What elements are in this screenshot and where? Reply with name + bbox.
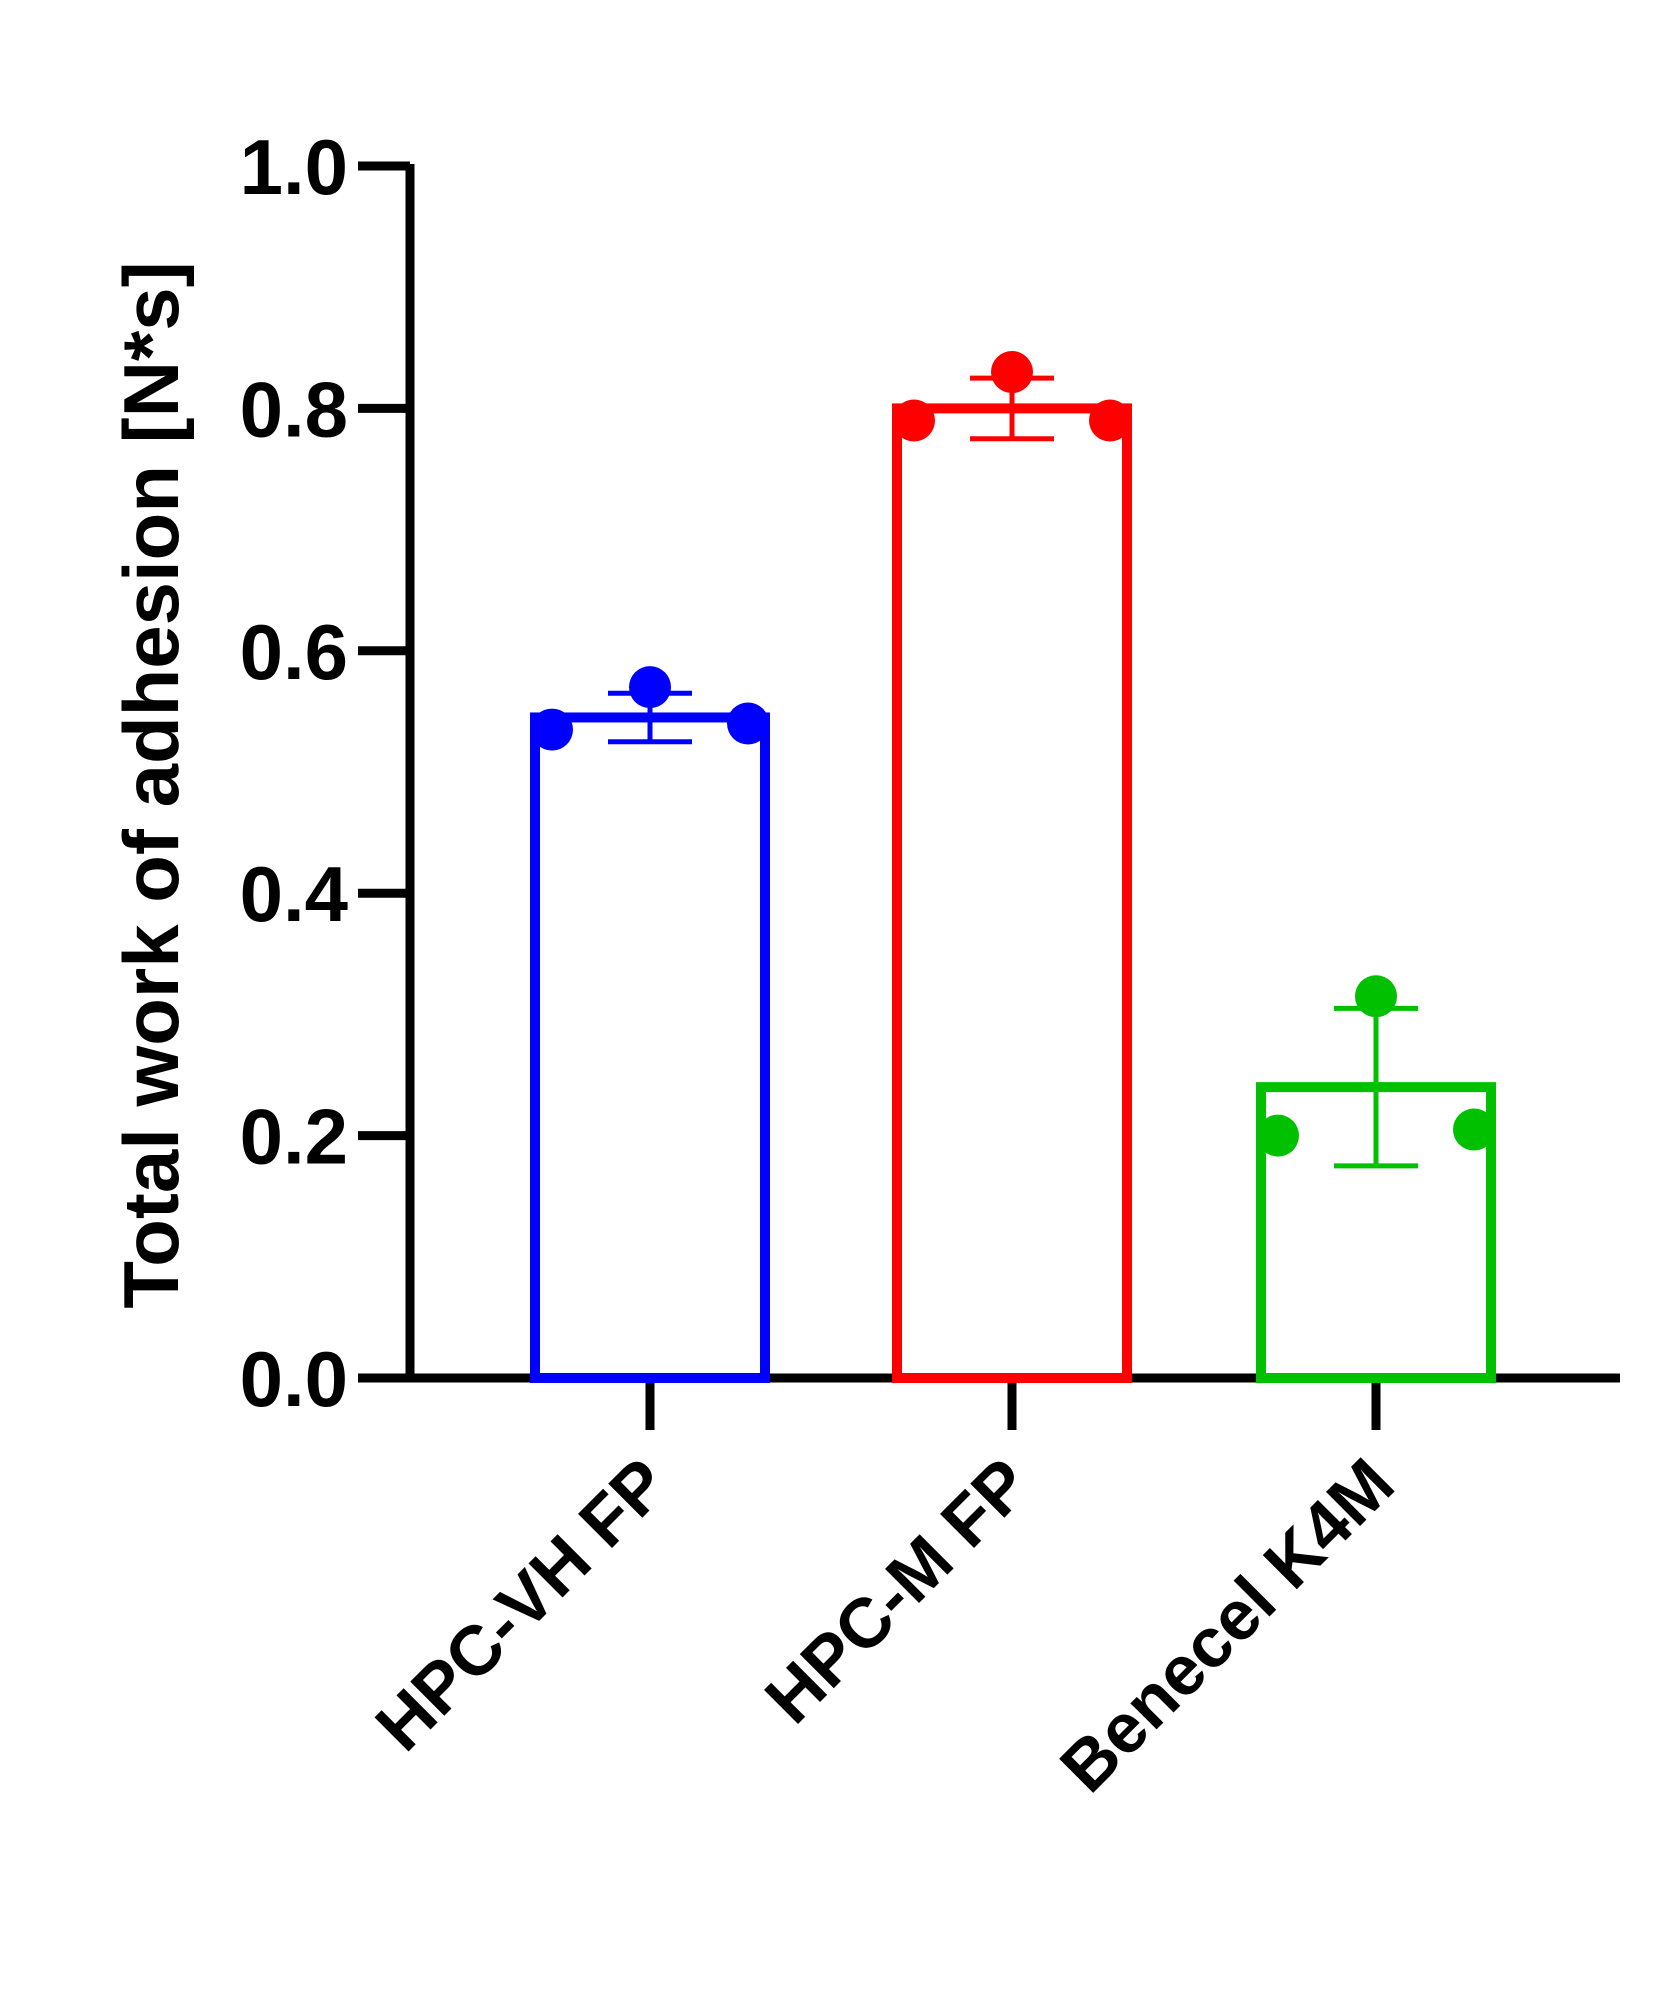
y-tick-label: 0.2	[240, 1093, 348, 1181]
data-point	[991, 351, 1033, 394]
data-point	[1257, 1114, 1299, 1157]
data-point	[1453, 1108, 1495, 1151]
data-point	[893, 399, 935, 442]
data-point	[1089, 399, 1131, 442]
bars	[530, 351, 1496, 1383]
x-tick-label: HPC-VH FP	[361, 1443, 683, 1765]
bar	[892, 403, 1132, 1383]
data-point	[531, 708, 573, 751]
y-tick-label: 0.4	[240, 850, 348, 938]
y-tick-label: 0.8	[240, 365, 348, 453]
data-point	[1355, 975, 1397, 1018]
bar	[530, 712, 770, 1383]
y-tick-label: 1.0	[240, 123, 348, 211]
y-tick-label: 0.0	[240, 1335, 348, 1423]
y-tick-label: 0.6	[240, 608, 348, 696]
data-point	[629, 666, 671, 709]
axes	[358, 161, 1620, 1430]
x-tick-label: Benecel K4M	[1045, 1443, 1408, 1806]
y-axis-title: Total work of adhesion [N*s]	[107, 261, 195, 1308]
x-tick-label: HPC-M FP	[750, 1443, 1044, 1737]
labels: 0.0 0.2 0.4 0.6 0.8 1.0 HPC-VH FP HPC-M FP Benec…	[240, 123, 1409, 1807]
data-point	[727, 702, 769, 745]
